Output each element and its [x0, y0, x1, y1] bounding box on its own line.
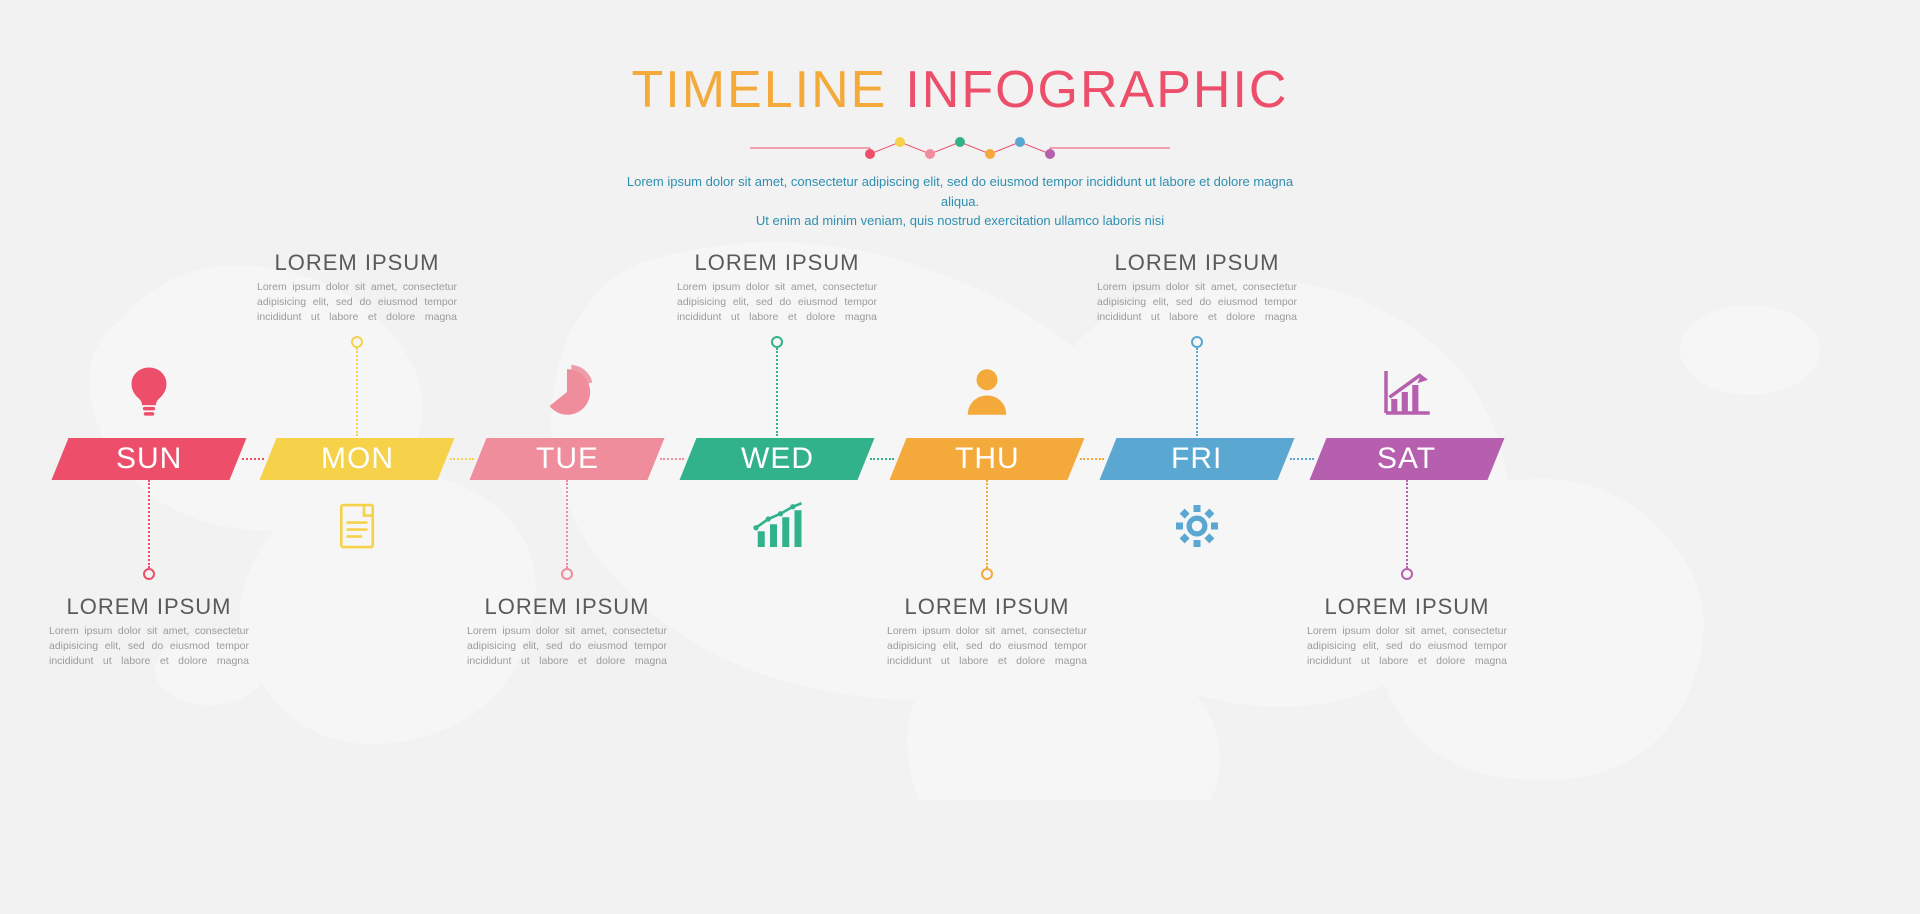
callout-sun-icon-holder — [39, 364, 259, 426]
timeline-segment-label: MON — [321, 442, 394, 476]
callout-stem — [1406, 480, 1408, 568]
lightbulb-icon — [121, 364, 177, 420]
callout-title: LOREM IPSUM — [877, 594, 1097, 620]
callout-ring-icon — [1401, 568, 1413, 580]
timeline-segment-label: SAT — [1377, 442, 1436, 476]
callout-tue: LOREM IPSUM Lorem ipsum dolor sit amet, c… — [457, 480, 677, 670]
callout-ring-icon — [561, 568, 573, 580]
callout-stem — [776, 348, 778, 436]
callout-body: Lorem ipsum dolor sit amet, consectetur … — [887, 624, 1087, 670]
callout-sun: LOREM IPSUM Lorem ipsum dolor sit amet, c… — [39, 480, 259, 670]
callout-title: LOREM IPSUM — [1297, 594, 1517, 620]
callout-sat: LOREM IPSUM Lorem ipsum dolor sit amet, c… — [1297, 480, 1517, 670]
callout-body: Lorem ipsum dolor sit amet, consectetur … — [1307, 624, 1507, 670]
timeline-segment-label: FRI — [1171, 442, 1222, 476]
timeline-connector — [450, 458, 474, 460]
piechart-icon — [539, 364, 595, 420]
header-divider — [750, 134, 1170, 162]
callout-ring-icon — [1191, 336, 1203, 348]
callout-title: LOREM IPSUM — [667, 250, 887, 276]
callout-stem — [986, 480, 988, 568]
person-icon — [959, 364, 1015, 420]
growth-chart-icon — [1379, 364, 1435, 420]
callout-body: Lorem ipsum dolor sit amet, consectetur … — [49, 624, 249, 670]
callout-sat-icon-holder — [1297, 364, 1517, 426]
subtitle-line-1: Lorem ipsum dolor sit amet, consectetur … — [627, 174, 1293, 209]
callout-stem — [148, 480, 150, 568]
timeline-segment-tue: TUE — [470, 438, 665, 480]
callout-title: LOREM IPSUM — [457, 594, 677, 620]
timeline-segment-label: THU — [955, 442, 1020, 476]
callout-wed: LOREM IPSUM Lorem ipsum dolor sit amet, c… — [667, 244, 887, 436]
callout-title: LOREM IPSUM — [247, 250, 467, 276]
callout-ring-icon — [351, 336, 363, 348]
timeline-segment-fri: FRI — [1100, 438, 1295, 480]
timeline-connector — [870, 458, 894, 460]
callout-mon-icon-holder — [247, 498, 467, 560]
title-word-2: INFOGRAPHIC — [905, 61, 1288, 119]
timeline-bar: SUN MON TUE WED THU FRI SAT — [0, 438, 1920, 480]
timeline-segment-label: SUN — [116, 442, 182, 476]
callout-ring-icon — [143, 568, 155, 580]
title-word-1: TIMELINE — [632, 61, 888, 119]
callout-thu: LOREM IPSUM Lorem ipsum dolor sit amet, c… — [877, 480, 1097, 670]
timeline-connector — [660, 458, 684, 460]
callout-body: Lorem ipsum dolor sit amet, consectetur … — [1097, 280, 1297, 326]
callout-wed-icon-holder — [667, 498, 887, 560]
callout-ring-icon — [771, 336, 783, 348]
callout-stem — [566, 480, 568, 568]
timeline-connector — [1290, 458, 1314, 460]
timeline-segment-sat: SAT — [1310, 438, 1505, 480]
callout-stem — [356, 348, 358, 436]
header: TIMELINE INFOGRAPHIC Lorem ipsum dolor si… — [0, 60, 1920, 231]
callout-body: Lorem ipsum dolor sit amet, consectetur … — [257, 280, 457, 326]
callout-tue-icon-holder — [457, 364, 677, 426]
callout-body: Lorem ipsum dolor sit amet, consectetur … — [467, 624, 667, 670]
barchart-up-icon — [749, 498, 805, 554]
callout-fri: LOREM IPSUM Lorem ipsum dolor sit amet, c… — [1087, 244, 1307, 436]
timeline-segment-label: TUE — [536, 442, 599, 476]
subtitle-line-2: Ut enim ad minim veniam, quis nostrud ex… — [756, 213, 1164, 228]
callout-ring-icon — [981, 568, 993, 580]
timeline-segment-thu: THU — [890, 438, 1085, 480]
callout-fri-icon-holder — [1087, 498, 1307, 560]
page-title: TIMELINE INFOGRAPHIC — [0, 60, 1920, 120]
timeline-segment-mon: MON — [260, 438, 455, 480]
callout-thu-icon-holder — [877, 364, 1097, 426]
callout-title: LOREM IPSUM — [39, 594, 259, 620]
gear-icon — [1169, 498, 1225, 554]
timeline-connector — [1080, 458, 1104, 460]
document-icon — [329, 498, 385, 554]
callout-stem — [1196, 348, 1198, 436]
timeline-segment-label: WED — [741, 442, 814, 476]
timeline-connector — [242, 458, 264, 460]
callout-title: LOREM IPSUM — [1087, 250, 1307, 276]
callout-body: Lorem ipsum dolor sit amet, consectetur … — [677, 280, 877, 326]
callout-mon: LOREM IPSUM Lorem ipsum dolor sit amet, c… — [247, 244, 467, 436]
timeline-segment-sun: SUN — [52, 438, 247, 480]
header-subtitle: Lorem ipsum dolor sit amet, consectetur … — [620, 172, 1300, 231]
timeline-segment-wed: WED — [680, 438, 875, 480]
